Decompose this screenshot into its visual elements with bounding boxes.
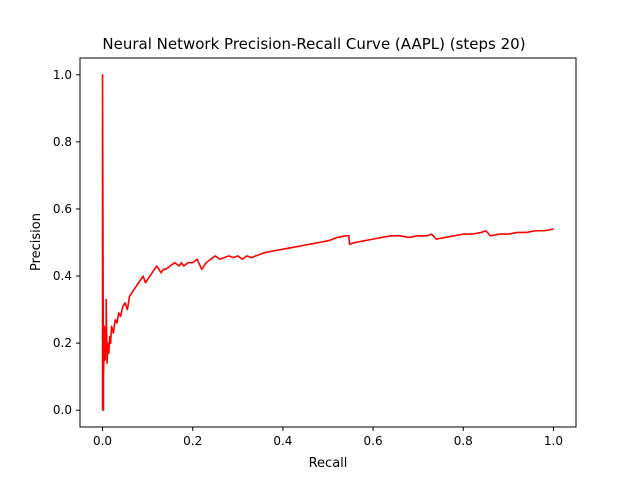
y-tick-label: 1.0 xyxy=(53,68,72,82)
y-axis-label: Precision xyxy=(29,213,44,271)
chart-title: Neural Network Precision-Recall Curve (A… xyxy=(102,35,525,53)
x-tick-label: 0.0 xyxy=(93,434,112,448)
x-tick-label: 0.6 xyxy=(364,434,383,448)
y-tick-label: 0.2 xyxy=(53,336,72,350)
y-tick-label: 0.8 xyxy=(53,135,72,149)
y-tick-label: 0.4 xyxy=(53,269,72,283)
y-axis-ticks: 0.0 0.2 0.4 0.6 0.8 1.0 xyxy=(53,68,80,417)
x-axis-label: Recall xyxy=(309,456,348,471)
x-tick-label: 0.8 xyxy=(454,434,473,448)
plot-frame xyxy=(79,57,577,428)
y-tick-label: 0.0 xyxy=(53,403,72,417)
x-axis-ticks: 0.0 0.2 0.4 0.6 0.8 1.0 xyxy=(93,427,563,448)
x-tick-label: 0.2 xyxy=(183,434,202,448)
y-tick-label: 0.6 xyxy=(53,202,72,216)
x-tick-label: 0.4 xyxy=(273,434,292,448)
x-tick-label: 1.0 xyxy=(544,434,563,448)
plot-area xyxy=(101,73,554,412)
precision-recall-line xyxy=(101,73,554,412)
